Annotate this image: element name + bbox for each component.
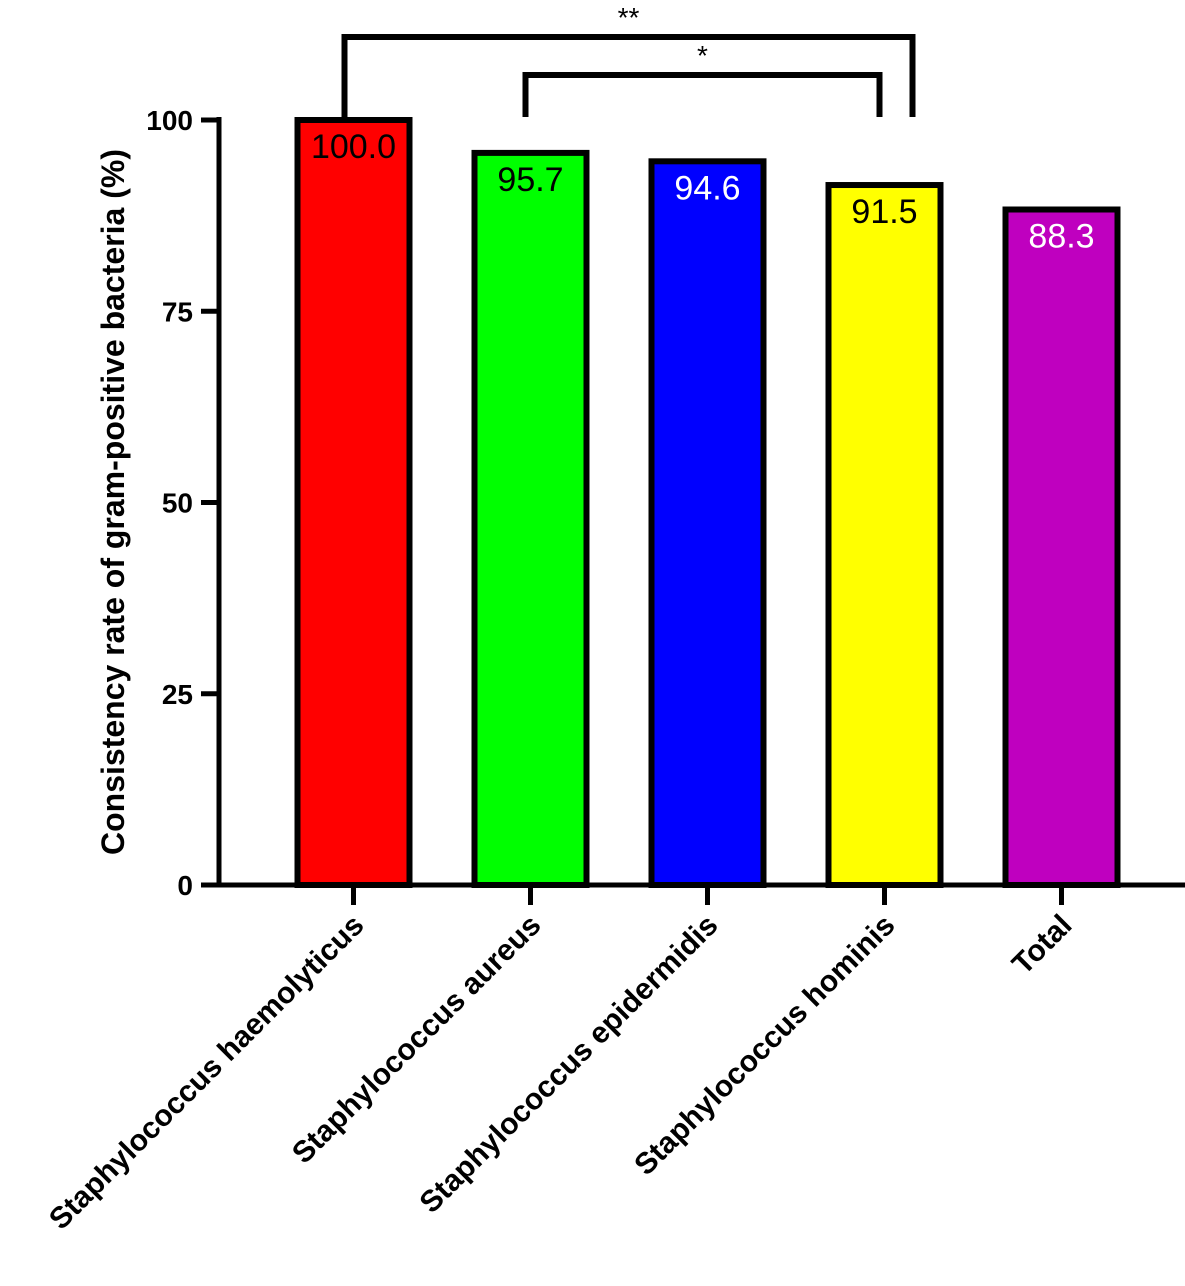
- x-tick-label: Staphylococcus haemolyticus: [43, 909, 370, 1236]
- bar: [471, 149, 590, 888]
- bar: [294, 117, 413, 888]
- bar: [648, 158, 767, 888]
- bar: [1002, 206, 1121, 888]
- y-tick-label: 25: [162, 679, 193, 710]
- bar-value-label: 95.7: [497, 161, 563, 199]
- y-tick-label: 75: [162, 296, 193, 327]
- y-tick-label: 100: [146, 105, 193, 136]
- bar-value-label: 100.0: [311, 128, 396, 166]
- significance-bracket: [341, 34, 916, 117]
- x-tick-label: Staphylococcus epidermidis: [413, 909, 724, 1220]
- x-tick-label: Total: [1006, 909, 1078, 981]
- y-tick-label: 50: [162, 488, 193, 519]
- bar-value-label: 91.5: [851, 193, 917, 231]
- significance-bracket: [522, 72, 883, 117]
- bars: 100.0 95.7 94.6 91.5 88.3: [294, 117, 1121, 888]
- bar-value-label: 88.3: [1028, 218, 1094, 256]
- bar: [825, 182, 944, 888]
- significance-label: **: [618, 2, 640, 33]
- bar-value-label: 94.6: [674, 169, 740, 207]
- y-tick-label: 0: [177, 870, 193, 901]
- y-axis-title: Consistency rate of gram-positive bacter…: [95, 149, 131, 855]
- significance-brackets: ***: [341, 2, 916, 117]
- significance-label: *: [697, 40, 708, 71]
